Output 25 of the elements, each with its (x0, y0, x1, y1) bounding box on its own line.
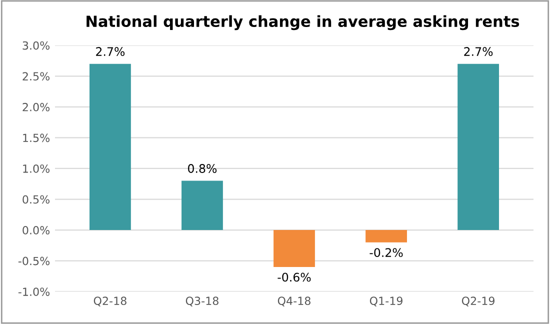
y-tick-label: 1.5% (23, 134, 50, 142)
bar (182, 180, 223, 230)
x-tick-label: Q4-18 (278, 296, 310, 306)
y-tick-label: 1.0% (23, 164, 50, 173)
y-tick-label: -1.0% (18, 288, 50, 296)
x-tick-label: Q1-19 (370, 296, 402, 306)
data-label: -0.6% (278, 272, 311, 282)
data-label: 2.7% (464, 47, 493, 56)
chart-title: National quarterly change in average asking rents (86, 15, 520, 30)
y-tick-label: 2.5% (22, 72, 50, 81)
y-tick-label: 0.5% (22, 195, 50, 204)
y-tick-label: 2.0% (22, 102, 50, 112)
bar (366, 230, 407, 242)
x-tick-label: Q2-18 (94, 296, 126, 306)
y-tick-label: 3.0% (22, 41, 50, 50)
bar (274, 230, 315, 267)
data-label: 0.8% (188, 164, 217, 173)
y-tick-label: 0.0% (22, 226, 50, 234)
bar (458, 64, 499, 230)
y-tick-label: -0.5% (18, 256, 50, 266)
x-tick-label: Q2-19 (462, 296, 494, 306)
bar (90, 64, 131, 230)
x-tick-label: Q3-18 (186, 296, 218, 306)
data-label: -0.2% (370, 248, 403, 258)
data-label: 2.7% (96, 47, 125, 56)
